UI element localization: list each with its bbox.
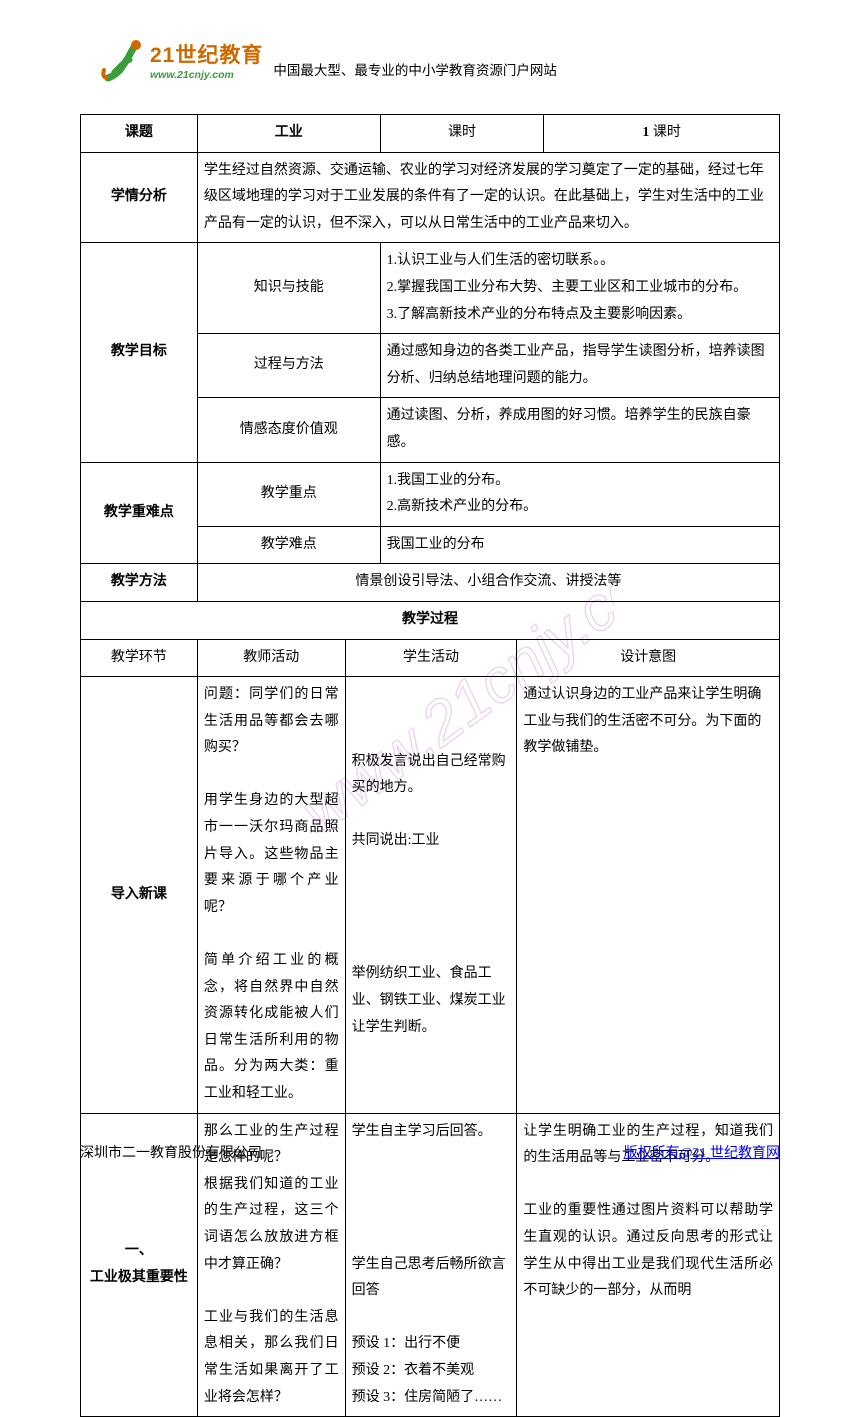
label-objectives: 教学目标	[81, 243, 198, 462]
value-knowledge: 1.认识工业与人们生活的密切联系。。 2.掌握我国工业分布大势、主要工业区和工业…	[380, 243, 779, 334]
table-row: 学情分析 学生经过自然资源、交通运输、农业的学习对经济发展的学习奠定了一定的基础…	[81, 152, 780, 243]
label-difficulty: 教学难点	[197, 526, 380, 564]
table-row: 教学环节 教师活动 学生活动 设计意图	[81, 639, 780, 677]
logo-text: 21世纪教育 www.21cnjy.com	[150, 39, 263, 81]
label-knowledge: 知识与技能	[197, 243, 380, 334]
runner-icon	[100, 38, 148, 82]
col-intent: 设计意图	[517, 639, 780, 677]
table-row: 教学重难点 教学重点 1.我国工业的分布。 2.高新技术产业的分布。	[81, 462, 780, 526]
logo-url: www.21cnjy.com	[150, 69, 263, 81]
label-focus: 教学重难点	[81, 462, 198, 564]
intro-student: 积极发言说出自己经常购买的地方。 共同说出:工业 举例纺织工业、食品工业、钢铁工…	[345, 677, 517, 1114]
logo-cn: 21世纪教育	[150, 39, 263, 69]
page-footer: 深圳市二一教育股份有限公司 版权所有@21 世纪教育网	[80, 1142, 780, 1162]
col-stage: 教学环节	[81, 639, 198, 677]
value-method: 情景创设引导法、小组合作交流、讲授法等	[197, 564, 779, 602]
page-header: 21世纪教育 www.21cnjy.com 中国最大型、最专业的中小学教育资源门…	[100, 30, 760, 90]
value-process: 通过感知身边的各类工业产品，指导学生读图分析，培养读图分析、归纳总结地理问题的能…	[380, 334, 779, 398]
value-difficulty: 我国工业的分布	[380, 526, 779, 564]
label-key: 教学重点	[197, 462, 380, 526]
value-key: 1.我国工业的分布。 2.高新技术产业的分布。	[380, 462, 779, 526]
table-row: 课题 工业 课时 1 课时	[81, 115, 780, 153]
label-process: 过程与方法	[197, 334, 380, 398]
label-method: 教学方法	[81, 564, 198, 602]
intro-teacher: 问题：同学们的日常生活用品等都会去哪购买？ 用学生身边的大型超市一一沃尔玛商品照…	[197, 677, 345, 1114]
value-analysis: 学生经过自然资源、交通运输、农业的学习对经济发展的学习奠定了一定的基础，经过七年…	[197, 152, 779, 243]
lesson-plan-table: 课题 工业 课时 1 课时 学情分析 学生经过自然资源、交通运输、农业的学习对经…	[80, 114, 780, 1417]
label-analysis: 学情分析	[81, 152, 198, 243]
table-row: 教学过程	[81, 601, 780, 639]
label-topic: 课题	[81, 115, 198, 153]
label-procedure: 教学过程	[81, 601, 780, 639]
label-period: 课时	[380, 115, 544, 153]
value-period: 1 课时	[544, 115, 780, 153]
stage-intro: 导入新课	[81, 677, 198, 1114]
logo: 21世纪教育 www.21cnjy.com	[100, 38, 263, 82]
label-attitude: 情感态度价值观	[197, 398, 380, 462]
intro-intent: 通过认识身边的工业产品来让学生明确工业与我们的生活密不可分。为下面的教学做铺垫。	[517, 677, 780, 1114]
col-teacher: 教师活动	[197, 639, 345, 677]
value-attitude: 通过读图、分析，养成用图的好习惯。培养学生的民族自豪感。	[380, 398, 779, 462]
value-subject: 工业	[197, 115, 380, 153]
table-row: 教学目标 知识与技能 1.认识工业与人们生活的密切联系。。 2.掌握我国工业分布…	[81, 243, 780, 334]
table-row: 导入新课 问题：同学们的日常生活用品等都会去哪购买？ 用学生身边的大型超市一一沃…	[81, 677, 780, 1114]
col-student: 学生活动	[345, 639, 517, 677]
footer-left: 深圳市二一教育股份有限公司	[80, 1142, 262, 1162]
header-tagline: 中国最大型、最专业的中小学教育资源门户网站	[273, 41, 557, 79]
table-row: 教学方法 情景创设引导法、小组合作交流、讲授法等	[81, 564, 780, 602]
footer-right[interactable]: 版权所有@21 世纪教育网	[624, 1142, 780, 1162]
